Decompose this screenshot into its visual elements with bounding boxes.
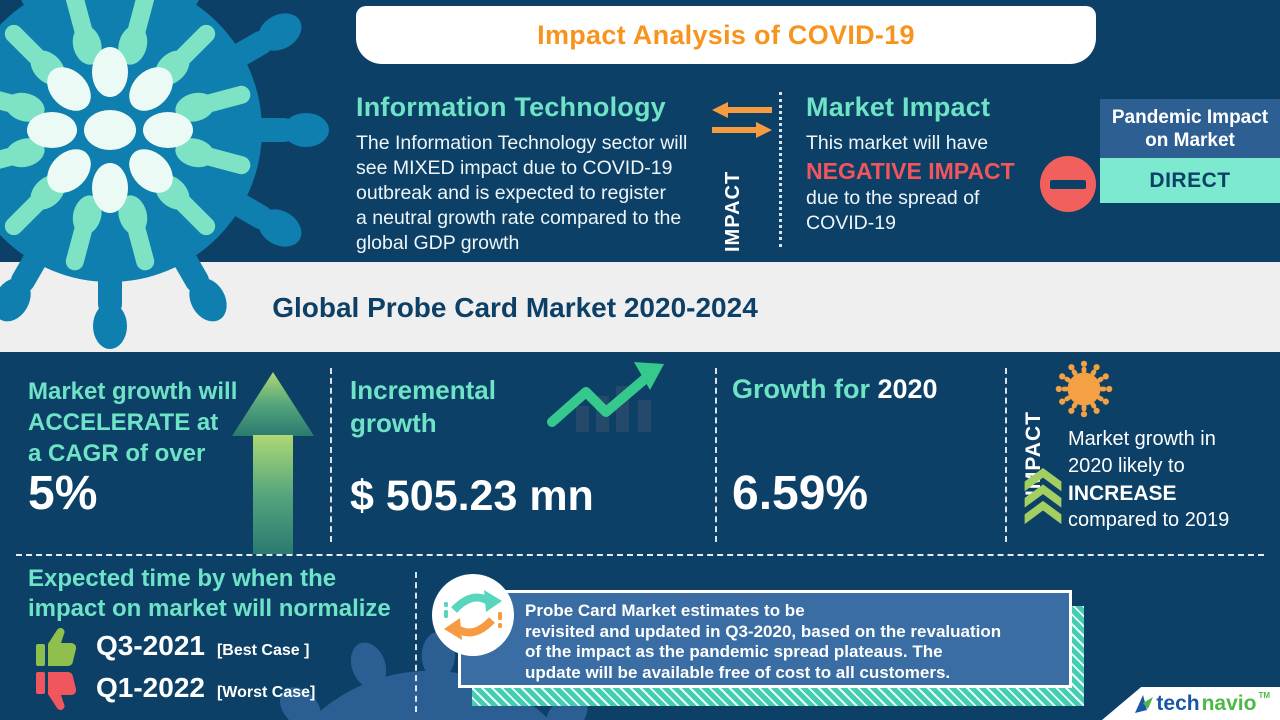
worst-case-row: Q1-2022 [Worst Case] <box>96 672 315 704</box>
market-impact-heading: Market Impact <box>806 92 991 122</box>
incremental-growth-heading: Incremental growth <box>350 375 496 438</box>
best-case-quarter: Q3-2021 <box>96 630 205 661</box>
chevrons-up-icon <box>1024 468 1062 525</box>
note-box: Probe Card Market estimates to be revisi… <box>458 590 1072 688</box>
divider-dashed-1 <box>330 368 332 542</box>
it-section-body: The Information Technology sector will s… <box>356 132 688 254</box>
incremental-growth-value: $ 505.23 mn <box>350 472 594 520</box>
swap-arrows-icon <box>712 102 772 138</box>
market-impact-body: This market will have NEGATIVE IMPACT du… <box>806 132 1015 234</box>
coronavirus-icon <box>1055 360 1113 418</box>
header-banner: Impact Analysis of COVID-19 <box>356 6 1096 64</box>
growth-2020-value: 6.59% <box>732 467 869 520</box>
worst-case-label: [Worst Case] <box>216 684 316 701</box>
thumbs-down-icon <box>36 672 77 710</box>
technavio-logo: tech navio TM <box>1102 687 1280 720</box>
it-section-heading: Information Technology <box>356 92 666 122</box>
market-title: Global Probe Card Market 2020-2024 <box>272 292 758 323</box>
increase-text: INCREASE <box>1068 482 1177 505</box>
divider-dashed-horizontal <box>16 554 1264 556</box>
impact-vertical-label-top: IMPACT <box>722 170 744 252</box>
thumbs-up-icon <box>36 628 77 666</box>
refresh-icon <box>432 574 514 656</box>
divider-dashed-3 <box>1005 368 1007 542</box>
page-title: Impact Analysis of COVID-19 <box>537 19 915 50</box>
trend-up-icon <box>547 362 664 432</box>
growth-2020-heading: Growth for 2020 <box>732 374 938 404</box>
best-case-row: Q3-2021 [Best Case ] <box>96 630 309 662</box>
technavio-logo-icon <box>1135 694 1154 713</box>
divider-dashed-2 <box>715 368 717 542</box>
impact-2020-body: Market growth in 2020 likely to INCREASE… <box>1068 428 1230 531</box>
negative-impact-text: NEGATIVE IMPACT <box>806 158 1015 184</box>
up-arrow-icon <box>232 372 314 554</box>
cagr-value: 5% <box>28 467 98 520</box>
normalize-heading: Expected time by when the impact on mark… <box>28 565 391 622</box>
direct-badge: DIRECT <box>1100 158 1280 203</box>
divider-dotted-top <box>779 92 782 247</box>
pandemic-impact-box: Pandemic Impact on Market <box>1100 99 1280 158</box>
coronavirus-illustration <box>0 0 329 349</box>
best-case-label: [Best Case ] <box>216 642 310 659</box>
worst-case-quarter: Q1-2022 <box>96 672 205 703</box>
divider-dashed-bottom <box>415 572 417 712</box>
no-entry-icon <box>1040 156 1096 212</box>
cagr-heading: Market growth will ACCELERATE at a CAGR … <box>28 378 238 467</box>
